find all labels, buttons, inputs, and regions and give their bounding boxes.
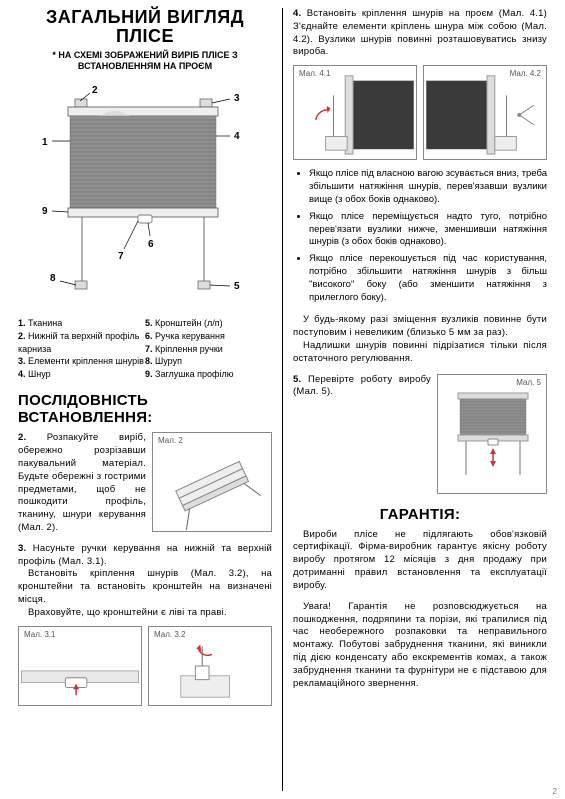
step-3-text-2: Встановіть кріплення шнурів (Мал. 3.2), … (18, 568, 272, 606)
legend: 1. Тканина 2. Нижній та верхній профіль … (18, 317, 272, 380)
right-column: 4. Встановіть кріплення шнурів на проєм … (283, 8, 547, 791)
figure-mal41: Мал. 4.1 (293, 65, 417, 160)
figure-mal5: Мал. 5 (437, 374, 547, 494)
svg-text:6: 6 (148, 239, 154, 250)
left-column: ЗАГАЛЬНИЙ ВИГЛЯД ПЛІСЕ * НА СХЕМІ ЗОБРАЖ… (18, 8, 283, 791)
legend-5: 5. Кронштейн (л/п) (145, 317, 272, 330)
svg-text:7: 7 (118, 251, 124, 262)
bullet-2: Якщо плісе переміщується надто туго, пот… (309, 211, 547, 249)
step-4-text: 4. Встановіть кріплення шнурів на проєм … (293, 8, 547, 59)
svg-text:8: 8 (50, 273, 56, 284)
subtitle: * НА СХЕМІ ЗОБРАЖЕНИЙ ВИРІБ ПЛІСЕ З ВСТА… (18, 50, 272, 72)
heading-warranty: ГАРАНТІЯ: (293, 506, 547, 523)
legend-7: 7. Кріплення ручки (145, 343, 272, 356)
legend-6: 6. Ручка керування (145, 330, 272, 343)
figures-mal4-row: Мал. 4.1 Мал. 4.2 (293, 65, 547, 160)
adjustment-bullets: Якщо плісе під власною вагою зсувається … (293, 168, 547, 308)
step-3-text-3: Враховуйте, що кронштейни є ліві та прав… (18, 607, 272, 620)
step-5-text: 5. Перевірте роботу виробу (Мал. 5). (293, 374, 431, 494)
bullet-3: Якщо плісе перекошується під час користу… (309, 253, 547, 304)
bullet-1: Якщо плісе під власною вагою зсувається … (309, 168, 547, 206)
note-1: У будь-якому разі зміщення вузликів пови… (293, 314, 547, 340)
figure-label: Мал. 3.2 (154, 630, 185, 639)
figure-label: Мал. 2 (158, 436, 183, 445)
warranty-text: Вироби плісе не підлягають обов'язковій … (293, 529, 547, 593)
figure-label: Мал. 5 (516, 378, 541, 387)
overview-diagram: 1 2 3 4 5 6 7 8 9 (18, 81, 272, 311)
figure-mal42: Мал. 4.2 (423, 65, 547, 160)
figure-mal32: Мал. 3.2 (148, 626, 272, 706)
title-overview: ЗАГАЛЬНИЙ ВИГЛЯД ПЛІСЕ (18, 8, 272, 46)
page: ЗАГАЛЬНИЙ ВИГЛЯД ПЛІСЕ * НА СХЕМІ ЗОБРАЖ… (0, 0, 565, 799)
svg-text:4: 4 (234, 131, 240, 142)
legend-8: 8. Шуруп (145, 355, 272, 368)
svg-text:5: 5 (234, 281, 240, 292)
figure-label: Мал. 3.1 (24, 630, 55, 639)
legend-2: 2. Нижній та верхній профіль карниза (18, 330, 145, 355)
svg-text:9: 9 (42, 206, 48, 217)
figure-mal31: Мал. 3.1 (18, 626, 142, 706)
figure-label: Мал. 4.1 (299, 69, 330, 78)
svg-text:2: 2 (92, 85, 98, 96)
legend-3: 3. Елементи кріплення шнурів (18, 355, 145, 368)
step-5-row: 5. Перевірте роботу виробу (Мал. 5). Мал… (293, 374, 547, 494)
step-2-row: 2. Розпакуйте виріб, обережно розрізавши… (18, 432, 272, 535)
legend-4: 4. Шнур (18, 368, 145, 381)
figures-mal3-row: Мал. 3.1 Мал. 3.2 (18, 626, 272, 706)
heading-sequence: ПОСЛІДОВНІСТЬ ВСТАНОВЛЕННЯ: (18, 392, 272, 426)
figure-mal2: Мал. 2 (152, 432, 272, 532)
figure-label: Мал. 4.2 (510, 69, 541, 78)
svg-text:1: 1 (42, 137, 48, 148)
step-2-text: 2. Розпакуйте виріб, обережно розрізавши… (18, 432, 146, 535)
svg-text:3: 3 (234, 93, 240, 104)
legend-1: 1. Тканина (18, 317, 145, 330)
warranty-notice: Увага! Гарантія не розповсюджується на п… (293, 601, 547, 691)
step-3-text: 3. Насуньте ручки керування на нижній та… (18, 543, 272, 569)
page-number: 2 (553, 787, 557, 796)
note-2: Надлишки шнурів повинні підрізатися тіль… (293, 340, 547, 366)
legend-9: 9. Заглушка профілю (145, 368, 272, 381)
